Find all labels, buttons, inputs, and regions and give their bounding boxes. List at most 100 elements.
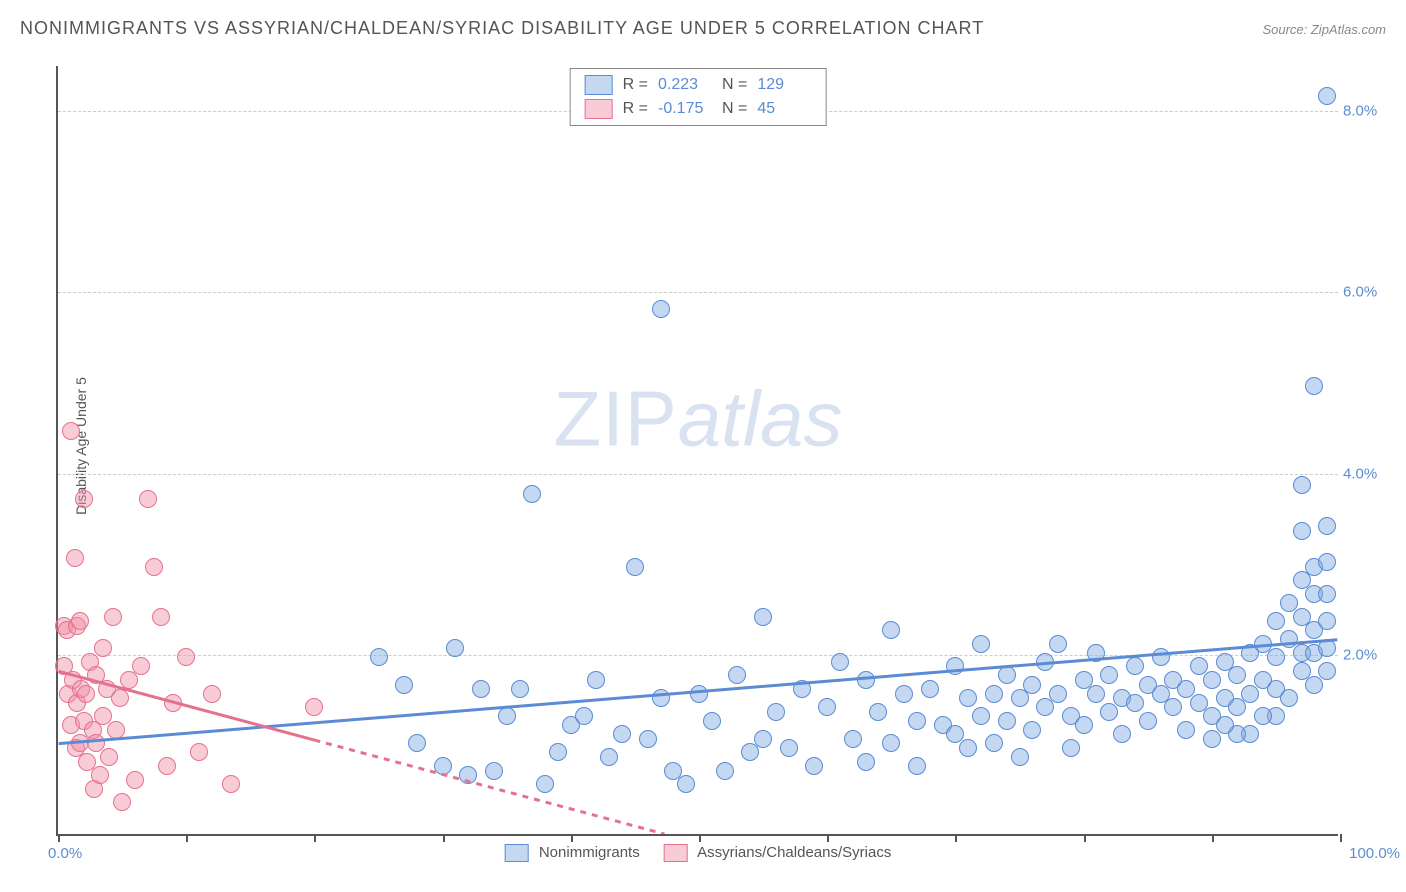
data-point (1267, 612, 1285, 630)
data-point (62, 422, 80, 440)
data-point (844, 730, 862, 748)
data-point (1139, 712, 1157, 730)
chart-title: NONIMMIGRANTS VS ASSYRIAN/CHALDEAN/SYRIA… (20, 18, 984, 38)
x-tick (571, 834, 573, 842)
data-point (652, 689, 670, 707)
data-point (71, 734, 89, 752)
n-label: N = (722, 73, 747, 97)
data-point (485, 762, 503, 780)
data-point (882, 621, 900, 639)
data-point (111, 689, 129, 707)
data-point (511, 680, 529, 698)
data-point (1203, 671, 1221, 689)
data-point (203, 685, 221, 703)
data-point (1318, 612, 1336, 630)
data-point (677, 775, 695, 793)
data-point (1293, 522, 1311, 540)
data-point (1267, 648, 1285, 666)
data-point (1318, 585, 1336, 603)
data-point (600, 748, 618, 766)
data-point (498, 707, 516, 725)
data-point (1023, 676, 1041, 694)
data-point (946, 657, 964, 675)
x-tick (827, 834, 829, 842)
data-point (158, 757, 176, 775)
data-point (908, 712, 926, 730)
x-axis-max-label: 100.0% (1349, 845, 1400, 862)
source-label: Source: ZipAtlas.com (1262, 22, 1386, 37)
data-point (113, 793, 131, 811)
data-point (1228, 666, 1246, 684)
data-point (741, 743, 759, 761)
legend-item-blue: Nonimmigrants (505, 844, 640, 862)
blue-n-value: 129 (757, 73, 811, 97)
data-point (703, 712, 721, 730)
data-point (536, 775, 554, 793)
data-point (305, 698, 323, 716)
legend-swatch-blue (585, 75, 613, 95)
data-point (549, 743, 567, 761)
data-point (716, 762, 734, 780)
x-tick (699, 834, 701, 842)
data-point (91, 766, 109, 784)
data-point (1318, 517, 1336, 535)
data-point (1113, 725, 1131, 743)
data-point (523, 485, 541, 503)
data-point (107, 721, 125, 739)
data-point (857, 753, 875, 771)
data-point (652, 300, 670, 318)
blue-series-label: Nonimmigrants (539, 844, 640, 861)
data-point (100, 748, 118, 766)
data-point (972, 635, 990, 653)
watermark: ZIPatlas (553, 374, 842, 465)
data-point (754, 608, 772, 626)
data-point (805, 757, 823, 775)
data-point (972, 707, 990, 725)
data-point (831, 653, 849, 671)
data-point (728, 666, 746, 684)
n-label: N = (722, 97, 747, 121)
pink-r-value: -0.175 (658, 97, 712, 121)
x-tick (1212, 834, 1214, 842)
data-point (882, 734, 900, 752)
data-point (1062, 739, 1080, 757)
data-point (1216, 716, 1234, 734)
data-point (639, 730, 657, 748)
legend-item-pink: Assyrians/Chaldeans/Syriacs (664, 844, 892, 862)
data-point (1164, 698, 1182, 716)
data-point (1203, 730, 1221, 748)
data-point (77, 685, 95, 703)
legend-swatch-blue (505, 844, 529, 862)
data-point (139, 490, 157, 508)
data-point (152, 608, 170, 626)
gridline (58, 292, 1338, 293)
x-tick (186, 834, 188, 842)
data-point (998, 666, 1016, 684)
data-point (587, 671, 605, 689)
data-point (66, 549, 84, 567)
data-point (395, 676, 413, 694)
data-point (94, 639, 112, 657)
data-point (1087, 685, 1105, 703)
x-tick (443, 834, 445, 842)
plot-area: ZIPatlas R = 0.223 N = 129 R = -0.175 N … (56, 66, 1338, 836)
data-point (1036, 698, 1054, 716)
y-tick-label: 4.0% (1343, 465, 1393, 482)
data-point (1023, 721, 1041, 739)
data-point (895, 685, 913, 703)
data-point (1100, 666, 1118, 684)
gridline (58, 655, 1338, 656)
data-point (1049, 635, 1067, 653)
data-point (132, 657, 150, 675)
data-point (921, 680, 939, 698)
data-point (1100, 703, 1118, 721)
x-tick (955, 834, 957, 842)
data-point (1241, 685, 1259, 703)
pink-n-value: 45 (757, 97, 811, 121)
data-point (690, 685, 708, 703)
data-point (1318, 553, 1336, 571)
data-point (459, 766, 477, 784)
data-point (1126, 657, 1144, 675)
data-point (626, 558, 644, 576)
legend-series: Nonimmigrants Assyrians/Chaldeans/Syriac… (505, 844, 892, 862)
